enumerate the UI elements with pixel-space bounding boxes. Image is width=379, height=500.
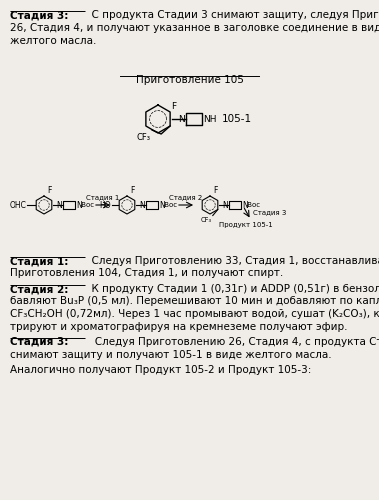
Text: трируют и хроматографируя на кремнеземе получают эфир.: трируют и хроматографируя на кремнеземе … [10, 322, 348, 332]
Text: -Boc: -Boc [80, 202, 95, 208]
Text: F: F [130, 186, 135, 195]
Text: Стадия 3:: Стадия 3: [10, 10, 68, 20]
Text: CF₃CH₂OH (0,72мл). Через 1 час промывают водой, сушат (K₂CO₃), концен-: CF₃CH₂OH (0,72мл). Через 1 час промывают… [10, 309, 379, 319]
Text: N: N [242, 200, 248, 209]
Text: Стадия 1: Стадия 1 [86, 194, 120, 200]
Text: Следуя Приготовлению 26, Стадия 4, с продукта Стадии 2: Следуя Приготовлению 26, Стадия 4, с про… [85, 337, 379, 347]
Text: Следуя Приготовлению 33, Стадия 1, восстанавливают продукт: Следуя Приготовлению 33, Стадия 1, восст… [85, 256, 379, 266]
Text: Продукт 105-1: Продукт 105-1 [219, 222, 273, 228]
Text: Приготовления 104, Стадия 1, и получают спирт.: Приготовления 104, Стадия 1, и получают … [10, 268, 283, 278]
Text: желтого масла.: желтого масла. [10, 36, 96, 46]
Text: Стадия 2: Стадия 2 [169, 194, 203, 200]
Text: NH: NH [203, 114, 216, 124]
Text: Аналогично получают Продукт 105-2 и Продукт 105-3:: Аналогично получают Продукт 105-2 и Прод… [10, 365, 312, 375]
Text: Стадия 3: Стадия 3 [253, 209, 287, 215]
Text: Стадия 3:: Стадия 3: [10, 337, 68, 347]
Text: Стадия 2:: Стадия 2: [10, 284, 68, 294]
Text: 105-1: 105-1 [222, 114, 252, 124]
Text: N: N [159, 200, 165, 209]
Text: F: F [213, 186, 218, 195]
Text: N: N [178, 114, 185, 124]
Text: N: N [76, 200, 82, 209]
Text: CF₃: CF₃ [136, 133, 150, 142]
Text: -Boc: -Boc [246, 202, 261, 208]
Text: CF₃: CF₃ [201, 216, 212, 222]
Text: N: N [56, 200, 62, 209]
Text: N: N [222, 200, 228, 209]
Text: 26, Стадия 4, и получают указанное в заголовке соединение в виде: 26, Стадия 4, и получают указанное в заг… [10, 23, 379, 33]
Text: бавляют Bu₃P (0,5 мл). Перемешивают 10 мин и добавляют по каплям: бавляют Bu₃P (0,5 мл). Перемешивают 10 м… [10, 296, 379, 306]
Text: К продукту Стадии 1 (0,31г) и ADDP (0,51г) в бензоле (40мл) до-: К продукту Стадии 1 (0,31г) и ADDP (0,51… [85, 284, 379, 294]
Text: Стадия 1:: Стадия 1: [10, 256, 68, 266]
Text: HO: HO [99, 200, 111, 209]
Text: Приготовление 105: Приготовление 105 [136, 75, 243, 85]
Text: F: F [171, 102, 176, 111]
Text: снимают защиту и получают 105-1 в виде желтого масла.: снимают защиту и получают 105-1 в виде ж… [10, 350, 332, 360]
Text: -Boc: -Boc [163, 202, 178, 208]
Text: F: F [47, 186, 52, 195]
Text: OHC: OHC [9, 200, 26, 209]
Text: С продукта Стадии 3 снимают защиту, следуя Приготовлению: С продукта Стадии 3 снимают защиту, след… [85, 10, 379, 20]
Text: N: N [139, 200, 145, 209]
